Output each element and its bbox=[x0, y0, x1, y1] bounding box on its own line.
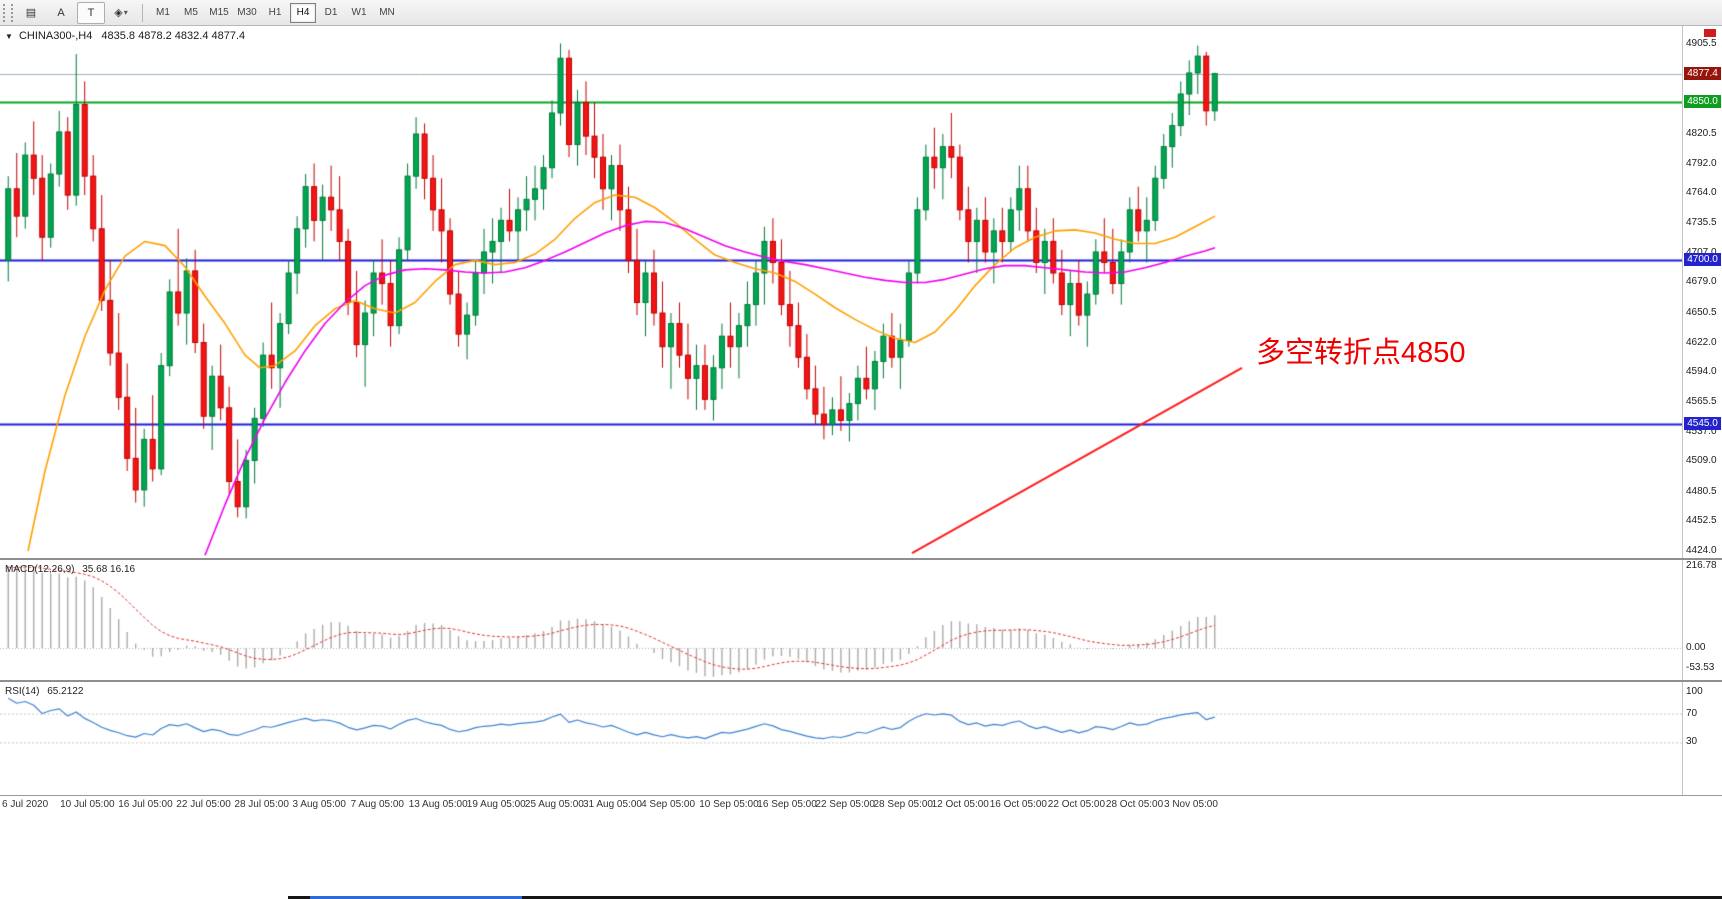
price-tick: 4707.0 bbox=[1686, 247, 1717, 259]
timeframe-button-m30[interactable]: M30 bbox=[237, 7, 257, 18]
price-tick: 4820.5 bbox=[1686, 127, 1717, 139]
macd-tick: 216.78 bbox=[1686, 560, 1717, 571]
time-label: 22 Sep 05:00 bbox=[815, 799, 875, 810]
rsi-tick: 30 bbox=[1686, 736, 1698, 748]
toolbar: ▤ A T ◈ ▾ M1 M5 M15 M30 H1 H4 D1 W1 MN bbox=[0, 0, 1722, 26]
price-tick: 4764.0 bbox=[1686, 186, 1717, 198]
timeframe-button-h4[interactable]: H4 bbox=[290, 2, 316, 23]
charts-button[interactable]: ▤ bbox=[25, 7, 37, 19]
time-label: 25 Aug 05:00 bbox=[524, 799, 584, 810]
rsi-chart-canvas[interactable] bbox=[0, 682, 1682, 795]
timeframe-button-m15[interactable]: M15 bbox=[209, 7, 229, 18]
macd-tick: -53.53 bbox=[1686, 662, 1715, 674]
time-label: 28 Oct 05:00 bbox=[1105, 799, 1164, 810]
time-label: 7 Aug 05:00 bbox=[350, 799, 404, 810]
time-label: 19 Aug 05:00 bbox=[466, 799, 526, 810]
price-tick: 4424.0 bbox=[1686, 545, 1717, 556]
shapes-dropdown-button[interactable]: ◈ ▾ bbox=[114, 7, 128, 19]
time-label: 16 Oct 05:00 bbox=[989, 799, 1047, 810]
price-chart-panel[interactable]: ▼ CHINA300-,H4 4835.8 4878.2 4832.4 4877… bbox=[0, 26, 1722, 558]
panel-separator[interactable] bbox=[0, 680, 1722, 682]
chevron-down-icon: ▾ bbox=[123, 8, 128, 17]
time-label: 22 Oct 05:00 bbox=[1047, 799, 1106, 810]
price-badge-4850.0: 4850.0 bbox=[1684, 95, 1721, 109]
macd-panel[interactable]: MACD(12,26,9) 35.68 16.16 216.78 0.00 -53.… bbox=[0, 560, 1722, 680]
rsi-title: RSI(14) bbox=[5, 686, 40, 697]
timeframe-button-m1[interactable]: M1 bbox=[156, 7, 170, 18]
time-label: 6 Jul 2020 bbox=[2, 799, 49, 810]
time-label: 22 Jul 05:00 bbox=[176, 799, 231, 810]
rsi-panel[interactable]: RSI(14) 65.2122 100 70 30 bbox=[0, 682, 1722, 795]
time-label: 10 Jul 05:00 bbox=[60, 799, 115, 810]
time-label: 28 Jul 05:00 bbox=[234, 799, 289, 810]
macd-axis: 216.78 0.00 -53.53 bbox=[1682, 560, 1722, 680]
macd-header: MACD(12,26,9) 35.68 16.16 bbox=[5, 564, 135, 575]
timeframe-button-m5[interactable]: M5 bbox=[184, 7, 198, 18]
price-annotation-text[interactable]: 多空转折点4850 bbox=[1256, 337, 1466, 369]
candlestick-chart-canvas[interactable] bbox=[0, 26, 1682, 558]
rsi-header: RSI(14) 65.2122 bbox=[5, 686, 83, 697]
price-tick: 4452.5 bbox=[1686, 514, 1717, 526]
toolbar-divider bbox=[142, 3, 143, 22]
price-tick: 4480.5 bbox=[1686, 485, 1717, 497]
chart-shift-marker-icon[interactable] bbox=[1704, 29, 1716, 37]
timeframe-button-w1[interactable]: W1 bbox=[351, 7, 367, 18]
price-tick: 4594.0 bbox=[1686, 365, 1717, 377]
rsi-axis: 100 70 30 bbox=[1682, 682, 1722, 795]
time-label: 3 Aug 05:00 bbox=[292, 799, 346, 810]
price-tick: 4622.0 bbox=[1686, 336, 1717, 348]
time-label: 3 Nov 05:00 bbox=[1164, 799, 1218, 810]
macd-tick: 0.00 bbox=[1686, 642, 1706, 653]
timeframe-button-d1[interactable]: D1 bbox=[324, 7, 338, 18]
timeframe-button-h1[interactable]: H1 bbox=[268, 7, 282, 18]
macd-values: 35.68 16.16 bbox=[82, 564, 136, 575]
time-label: 16 Jul 05:00 bbox=[118, 799, 173, 810]
macd-title: MACD(12,26,9) bbox=[5, 564, 75, 575]
text-tool-button[interactable]: T bbox=[77, 1, 105, 24]
timeframe-button-mn[interactable]: MN bbox=[379, 7, 395, 18]
time-label: 4 Sep 05:00 bbox=[641, 799, 696, 810]
price-tick: 4565.5 bbox=[1686, 396, 1717, 407]
toolbar-drag-handle[interactable] bbox=[3, 3, 13, 22]
price-tick: 4537.0 bbox=[1686, 426, 1717, 437]
symbol-label: CHINA300-,H4 bbox=[18, 30, 93, 42]
time-label: 12 Oct 05:00 bbox=[931, 799, 989, 810]
annotate-a-button[interactable]: A bbox=[57, 6, 65, 19]
macd-chart-canvas[interactable] bbox=[0, 560, 1682, 680]
panel-separator[interactable] bbox=[0, 558, 1722, 560]
time-axis[interactable]: 6 Jul 2020 10 Jul 05:00 16 Jul 05:00 22 Jul… bbox=[0, 795, 1722, 815]
timeframe-button-group: M1 M5 M15 M30 H1 H4 D1 W1 MN bbox=[149, 2, 401, 23]
price-badge-4877.4: 4877.4 bbox=[1684, 66, 1721, 80]
time-label: 28 Sep 05:00 bbox=[873, 799, 934, 810]
price-tick: 4509.0 bbox=[1686, 455, 1717, 467]
time-label: 31 Aug 05:00 bbox=[583, 799, 642, 810]
rsi-tick: 70 bbox=[1686, 707, 1698, 719]
price-tick: 4679.0 bbox=[1686, 276, 1717, 288]
taskbar-highlight bbox=[310, 896, 522, 899]
collapse-triangle-icon[interactable]: ▼ bbox=[5, 32, 13, 41]
price-axis[interactable]: 4905.5 4820.5 4792.0 4764.0 4735.5 4707.0 4679… bbox=[1682, 26, 1722, 558]
price-tick: 4735.5 bbox=[1686, 217, 1717, 228]
price-tick: 4650.5 bbox=[1686, 306, 1717, 318]
chart-header: ▼ CHINA300-,H4 4835.8 4878.2 4832.4 4877… bbox=[5, 30, 245, 42]
tool-button-group: ▤ A T ◈ ▾ bbox=[16, 1, 136, 24]
rsi-tick: 100 bbox=[1686, 686, 1703, 697]
taskbar-edge bbox=[288, 896, 1722, 899]
price-badge-4545.0: 4545.0 bbox=[1684, 416, 1721, 430]
price-badge-4700.0: 4700.0 bbox=[1684, 253, 1721, 267]
ohlc-values: 4835.8 4878.2 4832.4 4877.4 bbox=[101, 30, 246, 42]
price-tick: 4792.0 bbox=[1686, 157, 1717, 169]
time-label: 10 Sep 05:00 bbox=[699, 799, 759, 810]
rsi-value: 65.2122 bbox=[47, 686, 84, 697]
time-label: 16 Sep 05:00 bbox=[757, 799, 817, 810]
time-label: 13 Aug 05:00 bbox=[408, 799, 468, 810]
price-tick: 4905.5 bbox=[1686, 38, 1717, 49]
